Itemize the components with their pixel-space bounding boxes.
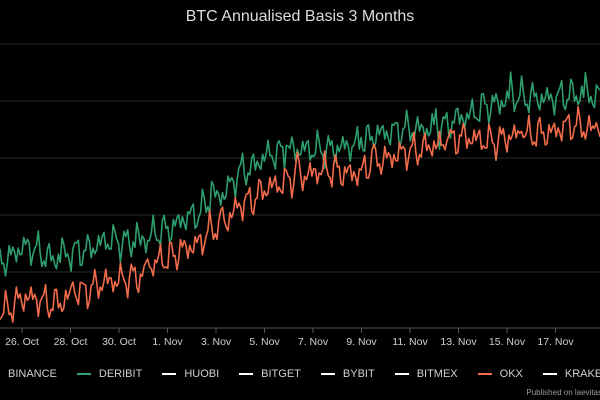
series-layer: [0, 71, 600, 323]
series-line-deribit[interactable]: [0, 71, 600, 277]
legend-label: OKX: [499, 368, 523, 380]
legend-swatch: [239, 373, 254, 375]
footer-credit: Published on laevitas: [526, 388, 600, 397]
x-tick-label: 5. Nov: [249, 336, 280, 348]
legend-item-deribit[interactable]: DERIBIT: [76, 368, 143, 380]
x-tick-label: 30. Oct: [102, 336, 136, 348]
x-tick-label: 1. Nov: [152, 336, 183, 348]
legend-swatch: [320, 373, 335, 375]
x-tick-label: 17. Nov: [537, 336, 574, 348]
legend-label: BITGET: [261, 368, 301, 380]
x-tick-label: 13. Nov: [440, 336, 477, 348]
legend-label: DERIBIT: [98, 368, 143, 380]
grid-lines: [0, 43, 600, 329]
chart-title: BTC Annualised Basis 3 Months: [185, 8, 415, 25]
x-tick-label: 7. Nov: [298, 336, 329, 348]
legend-item-bybit[interactable]: BYBIT: [320, 368, 375, 380]
legend-item-binance[interactable]: BINANCE: [0, 368, 57, 380]
x-axis-ticks: 26. Oct 28. Oct 30. Oct 1. Nov 3. Nov 5. Nov 7…: [5, 328, 574, 348]
legend-label: BINANCE: [8, 368, 57, 380]
legend-label: BITMEX: [416, 368, 458, 380]
legend-item-bitmex[interactable]: BITMEX: [394, 368, 458, 380]
legend-item-huobi[interactable]: HUOBI: [162, 368, 219, 380]
x-tick-label: 3. Nov: [201, 336, 232, 348]
x-tick-label: 9. Nov: [346, 336, 377, 348]
legend-item-bitget[interactable]: BITGET: [239, 368, 301, 380]
legend: BINANCE DERIBIT HUOBI BITGET BYBIT BITMEX OKX K…: [0, 366, 600, 382]
legend-swatch: [542, 373, 557, 375]
x-tick-label: 15. Nov: [489, 336, 526, 348]
legend-label: KRAKEN: [564, 368, 600, 380]
x-tick-label: 26. Oct: [5, 336, 39, 348]
legend-item-kraken[interactable]: KRAKEN: [542, 368, 600, 380]
legend-item-okx[interactable]: OKX: [477, 368, 523, 380]
legend-swatch: [76, 373, 91, 375]
legend-swatch: [394, 373, 409, 375]
x-tick-label: 28. Oct: [54, 336, 88, 348]
legend-label: HUOBI: [184, 368, 220, 380]
series-line-okx[interactable]: [0, 106, 600, 323]
x-tick-label: 11. Nov: [392, 336, 428, 348]
legend-label: BYBIT: [342, 368, 375, 380]
legend-swatch: [477, 373, 492, 375]
legend-swatch: [162, 373, 177, 375]
